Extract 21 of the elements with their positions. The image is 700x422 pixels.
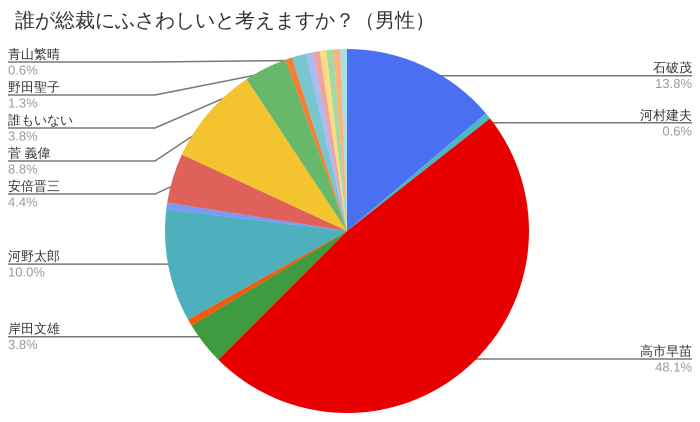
data-label: 0.6% [662, 123, 692, 138]
data-label: 10.0% [8, 264, 46, 280]
slice-label: 岸田文雄 [8, 321, 60, 336]
data-label: 48.1% [655, 359, 692, 374]
data-label: 0.6% [8, 62, 38, 78]
slice-label: 野田聖子 [8, 80, 60, 94]
data-label: 13.8% [655, 76, 692, 92]
slice-label: 河野太郎 [8, 248, 60, 264]
slice-label: 菅 義偉 [8, 146, 51, 160]
data-label: 8.8% [8, 162, 38, 176]
slice-label: 河村建夫 [640, 107, 692, 122]
slice-label: 誰もいない [8, 112, 73, 128]
chart-title: 誰が総裁にふさわしいと考えますか？（男性） [15, 10, 435, 32]
data-label: 4.4% [8, 194, 38, 210]
data-label: 1.3% [8, 96, 38, 110]
slice-label: 高市早苗 [640, 343, 692, 358]
data-label: 3.8% [8, 337, 38, 352]
slice-label: 青山繁晴 [8, 46, 60, 62]
slice-label: 石破茂 [653, 60, 692, 76]
slice-label: 安倍晋三 [8, 178, 60, 194]
data-label: 3.8% [8, 128, 38, 144]
